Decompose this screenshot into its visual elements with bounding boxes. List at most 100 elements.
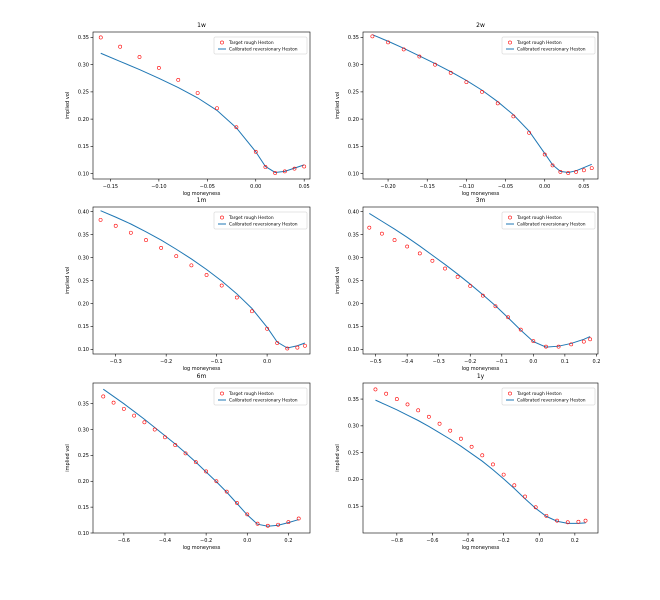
data-point-target: [132, 413, 137, 418]
data-point-target: [491, 462, 495, 467]
data-point-target: [183, 451, 188, 456]
y-tick-label: 0.20: [348, 477, 359, 483]
legend-marker-target: [220, 40, 224, 45]
plot-frame: [362, 382, 599, 534]
data-point-target: [265, 326, 270, 331]
x-tick-label: −0.20: [380, 184, 395, 190]
data-point-target: [163, 435, 167, 440]
legend-box: [213, 211, 308, 230]
data-point-target: [224, 489, 229, 494]
y-tick-label: 0.15: [78, 144, 89, 150]
data-point-target: [282, 169, 287, 174]
y-tick-label: 0.40: [78, 209, 89, 215]
x-tick-label: 0.05: [578, 184, 589, 190]
data-point-target: [527, 130, 531, 135]
data-point-target: [480, 293, 485, 298]
data-point-target: [556, 344, 561, 349]
x-tick-label: −0.2: [160, 359, 172, 365]
data-point-target: [193, 460, 198, 465]
data-point-target: [574, 170, 578, 174]
data-point-target: [455, 274, 460, 279]
y-tick-label: 0.30: [78, 427, 89, 433]
x-tick-label: 0.05: [299, 184, 310, 190]
data-point-target: [437, 421, 442, 426]
legend-label-calibrated: Calibrated reversionary Heston: [229, 222, 298, 228]
y-tick-label: 0.30: [348, 255, 359, 261]
x-axis-label: log moneyness: [183, 366, 221, 372]
data-point-target: [276, 522, 281, 527]
data-point-target: [234, 295, 239, 300]
data-point-target: [219, 283, 224, 288]
legend-marker-target: [508, 215, 512, 220]
data-point-target: [542, 152, 547, 157]
data-point-target: [523, 494, 527, 499]
data-point-target: [370, 34, 375, 39]
subplot-6m: 6m −0.6 −0.4 −0.2 0.0 0.2 0.10 0.15 0.20 0.25 0.30…: [65, 373, 311, 551]
y-tick-label: 0.25: [348, 278, 359, 284]
legend-label-calibrated: Calibrated reversionary Heston: [229, 47, 298, 53]
legend-label-target: Target rough Heston: [228, 215, 274, 221]
y-tick-label: 0.10: [78, 347, 89, 353]
x-tick-label: −0.4: [401, 359, 413, 365]
data-point-target: [589, 166, 594, 171]
data-point-target: [253, 149, 258, 154]
data-point-target: [386, 40, 390, 45]
legend-box: [501, 211, 596, 230]
y-axis-label: implied vol: [65, 92, 71, 119]
data-point-target: [265, 523, 270, 528]
subplot-title: 1w: [197, 22, 206, 29]
plot-frame: [92, 382, 311, 534]
data-point-target: [426, 414, 431, 419]
legend-box: [501, 36, 596, 55]
y-tick-label: 0.30: [78, 255, 89, 261]
data-point-target: [286, 520, 291, 525]
subplot-3m: 3m −0.5 −0.4 −0.3 −0.2 −0.1 0.0 0.1 0.2 0.10 0.15 0…: [335, 197, 600, 372]
data-point-target: [204, 469, 209, 474]
x-tick-label: 0.0: [263, 359, 271, 365]
series-line-calibrated: [102, 388, 299, 527]
y-tick-label: 0.40: [348, 209, 359, 215]
y-tick-label: 0.30: [78, 62, 89, 68]
data-point-target: [576, 519, 581, 524]
x-tick-label: −0.2: [498, 538, 510, 544]
x-tick-label: −0.05: [200, 184, 215, 190]
data-point-target: [464, 80, 469, 84]
y-tick-label: 0.20: [348, 117, 359, 123]
y-tick-label: 0.15: [78, 324, 89, 330]
y-tick-label: 0.20: [348, 301, 359, 307]
y-tick-label: 0.15: [348, 324, 359, 330]
data-point-target: [506, 315, 511, 320]
data-point-target: [469, 444, 474, 449]
data-point-target: [566, 171, 571, 175]
y-tick-label: 0.35: [78, 401, 89, 407]
data-point-target: [235, 501, 239, 505]
data-point-target: [302, 164, 307, 169]
data-point-target: [101, 394, 106, 399]
legend-label-target: Target rough Heston: [228, 391, 274, 397]
data-point-target: [144, 238, 148, 242]
data-point-target: [550, 163, 555, 168]
data-point-target: [565, 520, 570, 525]
y-tick-label: 0.30: [348, 424, 359, 430]
x-tick-label: −0.15: [420, 184, 435, 190]
legend-label-calibrated: Calibrated reversionary Heston: [229, 398, 298, 404]
data-point-target: [137, 55, 142, 59]
data-point-target: [121, 406, 126, 411]
data-point-target: [152, 427, 157, 432]
data-point-target: [296, 516, 301, 521]
x-tick-label: 0.0: [535, 538, 543, 544]
data-point-target: [380, 231, 384, 236]
y-tick-label: 0.15: [78, 505, 89, 511]
data-point-target: [518, 327, 523, 332]
plot-frame: [362, 31, 599, 180]
y-tick-label: 0.35: [348, 397, 359, 403]
data-point-target: [292, 166, 297, 171]
series-line-calibrated: [100, 210, 306, 349]
x-tick-label: −0.05: [498, 184, 513, 190]
data-point-target: [295, 345, 300, 350]
subplot-title: 1y: [477, 373, 485, 380]
x-tick-label: 0.0: [529, 359, 537, 365]
data-point-target: [273, 171, 278, 175]
